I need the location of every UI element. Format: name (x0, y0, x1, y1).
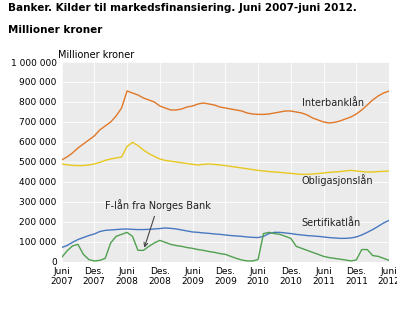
Text: Banker. Kilder til markedsfinansiering. Juni 2007-juni 2012.: Banker. Kilder til markedsfinansiering. … (8, 3, 357, 13)
Text: Millioner kroner: Millioner kroner (58, 50, 135, 60)
Text: Millioner kroner: Millioner kroner (8, 25, 102, 35)
Text: F-lån fra Norges Bank: F-lån fra Norges Bank (105, 199, 211, 246)
Text: Sertifikatlån: Sertifikatlån (302, 218, 361, 228)
Text: Obligasjonslån: Obligasjonslån (302, 174, 373, 186)
Text: Interbanklån: Interbanklån (302, 98, 364, 108)
